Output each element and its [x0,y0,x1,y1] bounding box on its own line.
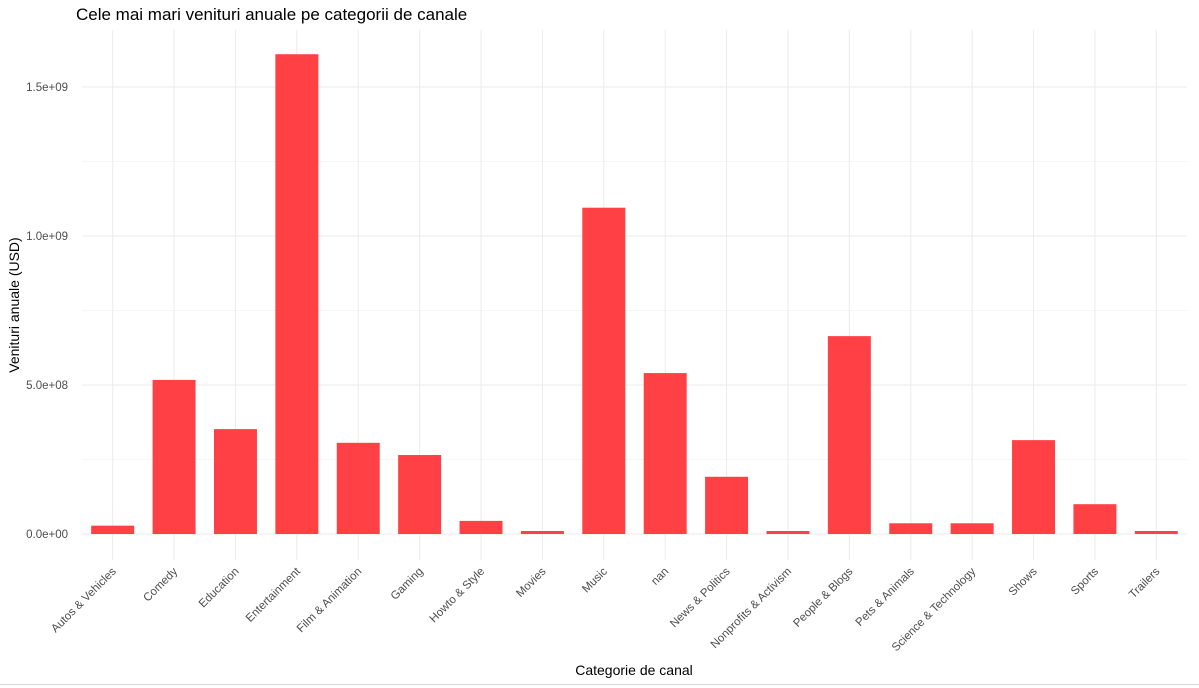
bar [889,523,933,534]
x-tick-label: Shows [1007,565,1040,598]
x-tick-label: News & Politics [668,565,733,630]
bar [705,476,749,534]
x-tick-label: Pets & Animals [854,565,917,628]
y-tick-label: 5.0e+08 [26,380,68,392]
y-tick-label: 0.0e+00 [26,529,68,541]
y-tick-label: 1.5e+09 [26,82,68,94]
x-tick-label: Entertainment [244,565,304,625]
x-tick-label: Comedy [141,565,180,604]
bars [91,54,1178,534]
bar [520,531,564,534]
x-tick-label: Sports [1069,565,1101,597]
bar [582,207,626,534]
x-tick-label: Movies [514,565,548,599]
bar [459,520,503,534]
x-tick-label: Education [197,566,242,611]
y-axis-title: Venituri anuale (USD) [6,237,22,372]
x-tick-label: Autos & Vehicles [49,565,119,635]
bar [91,525,135,534]
y-axis-ticks: 0.0e+00 5.0e+08 1.0e+09 1.5e+09 [26,82,68,541]
x-tick-label: People & Blogs [791,565,855,629]
x-tick-label: Music [580,565,610,595]
bar [213,429,257,534]
bar [766,531,810,534]
bar [1012,440,1056,534]
x-tick-label: Howto & Style [428,566,488,626]
bar [398,455,442,534]
bar [152,379,196,534]
x-axis-ticks: Autos & Vehicles Comedy Education Entertain… [49,565,1162,654]
bar [1073,504,1117,534]
bar [827,336,871,534]
bar [643,373,687,534]
x-tick-label: Trailers [1127,565,1162,600]
bar [275,54,319,534]
x-tick-label: nan [649,566,671,588]
y-tick-label: 1.0e+09 [26,231,68,243]
bar [950,523,994,534]
bar [1134,531,1178,534]
bar [336,442,380,534]
x-tick-label: Gaming [389,566,426,603]
x-axis-title: Categorie de canal [575,662,693,678]
bottom-divider [0,684,1199,685]
x-tick-label: Film & Animation [295,566,364,635]
chart-title: Cele mai mari venituri anuale pe categor… [76,5,467,24]
